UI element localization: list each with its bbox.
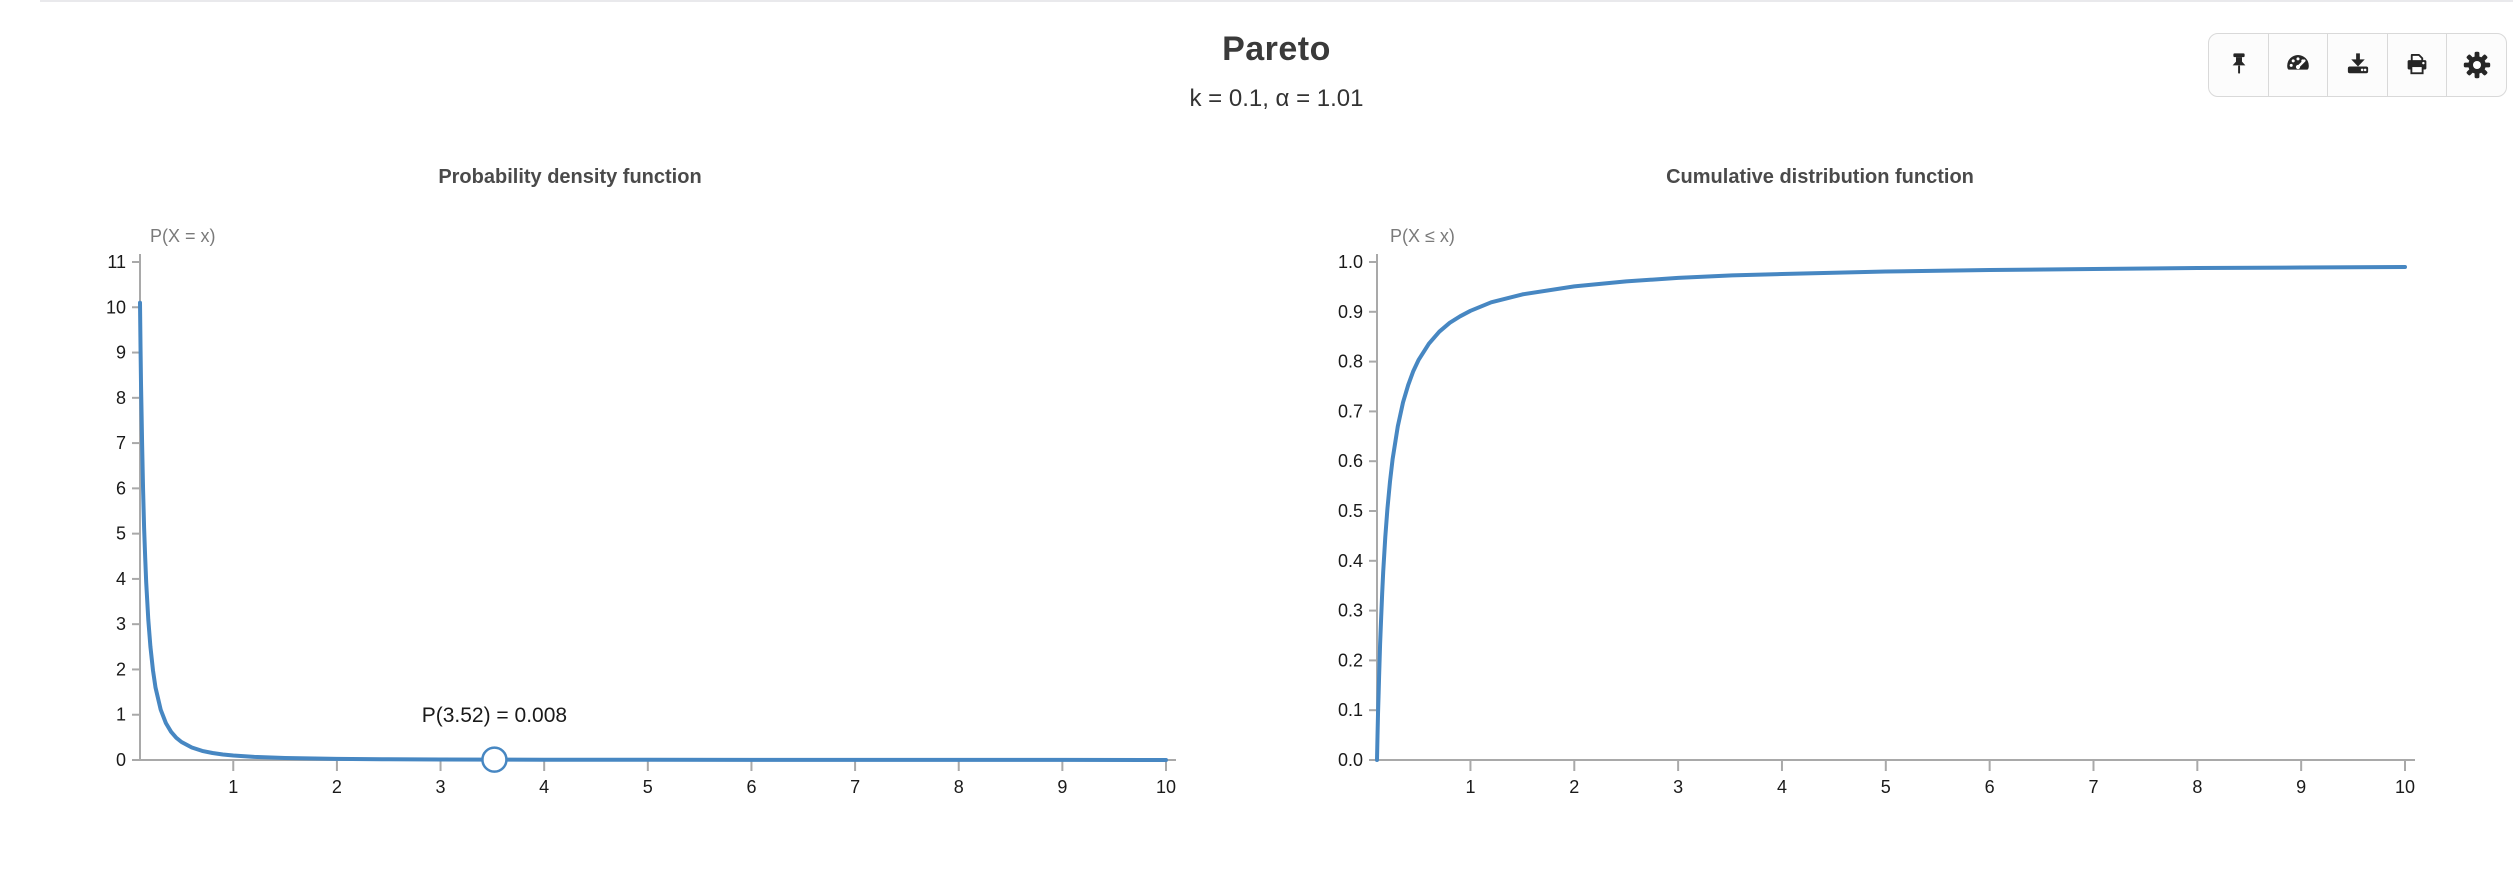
pdf-y-axis-label: P(X = x) [150, 226, 216, 246]
cdf-chart: 0.0 0.1 0.2 0.3 0.4 0.5 0.6 0.7 0.8 0.9 1.0 1 2 3 4 5 6 7… [1338, 252, 2415, 797]
pdf-y-tick-label: 5 [116, 524, 126, 544]
pin-icon [2232, 53, 2245, 74]
cdf-y-axis-label: P(X ≤ x) [1390, 226, 1455, 246]
pdf-x-tick-label: 9 [1057, 777, 1067, 797]
pdf-y-tick-label: 1 [116, 705, 126, 725]
cdf-y-tick-label: 0.6 [1338, 451, 1363, 471]
download-button[interactable] [2327, 33, 2388, 97]
cdf-y-tick-label: 0.2 [1338, 650, 1363, 670]
dashboard-icon [2287, 55, 2309, 70]
pdf-y-tick-label: 0 [116, 750, 126, 770]
settings-button[interactable] [2446, 33, 2507, 97]
pdf-y-tick-label: 10 [106, 297, 126, 317]
pdf-annotation: P(3.52) = 0.008 [421, 704, 568, 727]
pdf-y-tick-label: 6 [116, 478, 126, 498]
pdf-y-tick-label: 11 [107, 252, 126, 272]
gear-icon [2463, 51, 2490, 79]
cdf-x-tick-label: 9 [2296, 777, 2306, 797]
cdf-y-tick-label: 0.8 [1338, 352, 1363, 372]
pdf-x-tick-label: 3 [436, 777, 446, 797]
cdf-y-tick-label: 0.7 [1338, 401, 1363, 421]
cdf-y-tick-label: 0.0 [1338, 750, 1363, 770]
cdf-y-tick-label: 0.9 [1338, 302, 1363, 322]
cdf-x-tick-label: 2 [1569, 777, 1579, 797]
pdf-marker[interactable] [481, 746, 508, 773]
pdf-x-tick-label: 2 [332, 777, 342, 797]
toolbar [2208, 33, 2507, 97]
cdf-x-tick-label: 8 [2192, 777, 2202, 797]
cdf-y-tick-label: 0.3 [1338, 601, 1363, 621]
pdf-y-tick-label: 7 [116, 433, 126, 453]
pdf-x-tick-label: 7 [850, 777, 860, 797]
dashboard-button[interactable] [2267, 33, 2329, 97]
pdf-x-tick-label: 6 [746, 777, 756, 797]
pdf-chart-title: Probability density function [438, 166, 702, 188]
pdf-y-tick-label: 4 [116, 569, 126, 589]
cdf-x-tick-label: 5 [1881, 777, 1891, 797]
pdf-curve [138, 300, 1168, 762]
cdf-chart-title: Cumulative distribution function [1666, 166, 1974, 188]
cdf-curve [1375, 265, 2407, 762]
pdf-x-tick-label: 10 [1156, 777, 1176, 797]
cdf-x-tick-label: 6 [1985, 777, 1995, 797]
cdf-x-tick-label: 7 [2088, 777, 2098, 797]
cdf-x-tick-label: 3 [1673, 777, 1683, 797]
distribution-parameters: k = 0.1, α = 1.01 [1189, 85, 1364, 112]
pdf-x-tick-label: 8 [954, 777, 964, 797]
cdf-y-tick-label: 0.4 [1338, 551, 1363, 571]
cdf-x-tick-label: 10 [2395, 777, 2415, 797]
top-divider [40, 0, 2513, 2]
cdf-y-tick-label: 0.1 [1338, 700, 1363, 720]
page-title: Pareto [1222, 30, 1331, 68]
header: Pareto k = 0.1, α = 1.01 [40, 30, 2513, 113]
cdf-y-tick-label: 0.5 [1338, 501, 1363, 521]
pdf-y-tick-label: 2 [116, 659, 126, 679]
print-icon [2407, 53, 2427, 75]
pdf-y-tick-label: 8 [116, 388, 126, 408]
pin-button[interactable] [2208, 33, 2269, 97]
cdf-x-tick-label: 4 [1777, 777, 1787, 797]
download-icon [2347, 53, 2368, 74]
print-button[interactable] [2386, 33, 2448, 97]
pdf-x-tick-label: 1 [228, 777, 238, 797]
pdf-x-tick-label: 5 [643, 777, 653, 797]
pdf-y-tick-label: 9 [116, 343, 126, 363]
pdf-x-tick-label: 4 [539, 777, 549, 797]
cdf-y-tick-label: 1.0 [1338, 252, 1363, 272]
cdf-x-tick-label: 1 [1465, 777, 1475, 797]
pdf-y-tick-label: 3 [116, 614, 126, 634]
